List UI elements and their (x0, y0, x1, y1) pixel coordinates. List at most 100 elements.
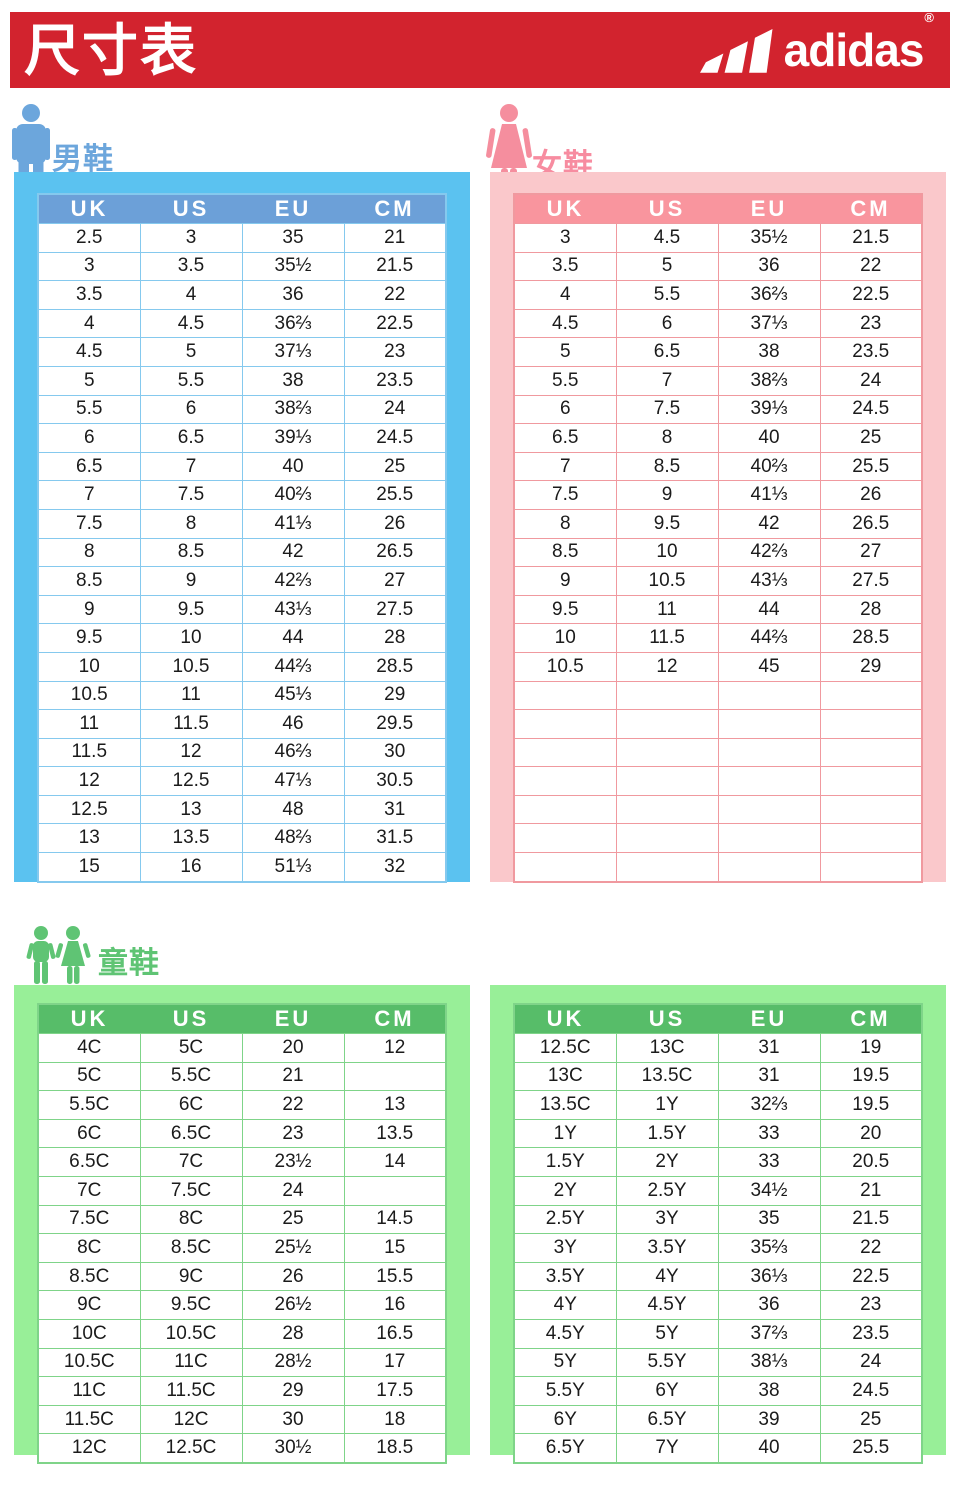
table-row: 3Y 3.5Y 35⅔ 22 (513, 1233, 923, 1263)
size-cell: 27.5 (819, 566, 923, 596)
size-cell: 47⅓ (241, 766, 345, 796)
table-row: 13 13.5 48⅔ 31.5 (37, 823, 447, 854)
size-cell: 10.5C (139, 1318, 243, 1349)
size-cell: 46 (241, 709, 345, 739)
size-cell: 11.5C (139, 1376, 243, 1406)
size-cell: 10 (615, 537, 719, 568)
size-cell: 40⅔ (717, 451, 821, 482)
size-cell: 3.5 (37, 280, 141, 310)
size-cell: 6.5C (37, 1147, 141, 1177)
size-cell: 12.5 (37, 794, 141, 825)
size-cell: 22 (819, 251, 923, 282)
size-cell: 13 (139, 794, 243, 825)
size-cell (717, 737, 821, 768)
size-cell: 9 (615, 480, 719, 510)
size-cell: 10 (37, 651, 141, 682)
table-row: 10.5 12 45 29 (513, 651, 923, 682)
size-cell: 3.5 (139, 251, 243, 282)
size-cell: 46⅔ (241, 737, 345, 768)
size-cell: 24.5 (343, 423, 447, 453)
column-header: CM (820, 194, 922, 224)
adidas-stripes-icon (699, 26, 776, 74)
table-row: 6.5Y 7Y 40 25.5 (513, 1433, 923, 1464)
size-cell: 5.5Y (513, 1376, 617, 1406)
table-row: 11.5C 12C 30 18 (37, 1404, 447, 1435)
table-row: 9 10.5 43⅓ 27.5 (513, 566, 923, 596)
table-row: 3.5Y 4Y 36⅓ 22.5 (513, 1261, 923, 1292)
size-cell: 31 (717, 1061, 821, 1092)
header-row: UK US EU CM (38, 1004, 446, 1034)
table-row: 3.5 5 36 22 (513, 251, 923, 282)
size-cell (717, 794, 821, 825)
table-row: 3.5 4 36 22 (37, 280, 447, 310)
size-cell: 42⅔ (717, 537, 821, 568)
table-row: 4 4.5 36⅔ 22.5 (37, 308, 447, 339)
size-cell: 6.5 (37, 451, 141, 482)
column-header: UK (514, 1004, 616, 1034)
header-row: UK US EU CM (38, 194, 446, 224)
size-cell: 45 (717, 651, 821, 682)
size-cell (513, 852, 617, 883)
size-cell: 33 (717, 1147, 821, 1177)
size-cell: 3 (513, 223, 617, 253)
size-cell: 21.5 (819, 1204, 923, 1235)
column-header: CM (344, 194, 446, 224)
table-row: 4 5.5 36⅔ 22.5 (513, 280, 923, 310)
size-cell: 29 (819, 651, 923, 682)
size-cell: 2.5Y (615, 1175, 719, 1206)
size-cell: 24 (241, 1175, 345, 1206)
size-cell: 4.5Y (615, 1290, 719, 1320)
size-cell: 41⅓ (241, 508, 345, 539)
table-row: 3 4.5 35½ 21.5 (513, 223, 923, 253)
size-cell: 28.5 (343, 651, 447, 682)
table-row: 4.5Y 5Y 37⅔ 23.5 (513, 1318, 923, 1349)
size-cell: 25.5 (343, 480, 447, 510)
size-cell: 14.5 (343, 1204, 447, 1235)
size-cell: 35 (717, 1204, 821, 1235)
size-cell: 12.5C (513, 1033, 617, 1063)
size-cell (513, 766, 617, 796)
size-cell: 5 (513, 337, 617, 367)
kids-size-table-left: UK US EU CM 4C 5C 20 12 5C 5.5C 21 5.5C 6C 22 13 6C 6.5… (37, 1003, 447, 1464)
size-cell: 4 (139, 280, 243, 310)
table-row: 6 6.5 39⅓ 24.5 (37, 423, 447, 453)
size-cell (717, 823, 821, 854)
kids-left-section-frame: UK US EU CM 4C 5C 20 12 5C 5.5C 21 5.5C 6C 22 13 6C 6.5… (14, 985, 470, 1464)
size-cell: 26.5 (819, 508, 923, 539)
table-row: 7.5 8 41⅓ 26 (37, 508, 447, 539)
size-cell: 4.5Y (513, 1318, 617, 1349)
size-cell: 11C (139, 1347, 243, 1378)
size-cell: 6.5 (139, 423, 243, 453)
table-row: 6 7.5 39⅓ 24.5 (513, 394, 923, 425)
size-cell: 6C (37, 1118, 141, 1149)
table-row (513, 709, 923, 739)
size-cell: 23 (343, 337, 447, 367)
size-cell: 6 (513, 394, 617, 425)
size-cell: 29 (241, 1376, 345, 1406)
size-cell: 35½ (241, 251, 345, 282)
table-row (513, 823, 923, 854)
size-cell: 1Y (615, 1090, 719, 1120)
table-row: 12.5C 13C 31 19 (513, 1033, 923, 1063)
size-cell: 7.5 (615, 394, 719, 425)
table-row: 7 8.5 40⅔ 25.5 (513, 451, 923, 482)
kids-icon (26, 926, 96, 991)
size-cell: 42⅔ (241, 566, 345, 596)
size-cell (819, 680, 923, 711)
size-cell: 48⅔ (241, 823, 345, 854)
size-cell (717, 709, 821, 739)
size-cell: 40⅔ (241, 480, 345, 510)
size-cell: 39 (717, 1404, 821, 1435)
table-row: 3 3.5 35½ 21.5 (37, 251, 447, 282)
size-cell: 7 (615, 365, 719, 396)
women-section-frame: UK US EU CM 3 4.5 35½ 21.5 3.5 5 36 22 4 5.5 36⅔ 22.5 4… (490, 172, 946, 883)
size-cell: 3 (139, 223, 243, 253)
size-cell: 13 (343, 1090, 447, 1120)
size-cell: 7 (513, 451, 617, 482)
size-cell: 13.5C (615, 1061, 719, 1092)
size-cell: 25 (819, 423, 923, 453)
size-cell: 8.5 (513, 537, 617, 568)
men-size-table: UK US EU CM 2.5 3 35 21 3 3.5 35½ 21.5 3.5 4 36 22 4 4.5… (37, 193, 447, 883)
size-cell: 2.5 (37, 223, 141, 253)
header-row: UK US EU CM (514, 194, 922, 224)
